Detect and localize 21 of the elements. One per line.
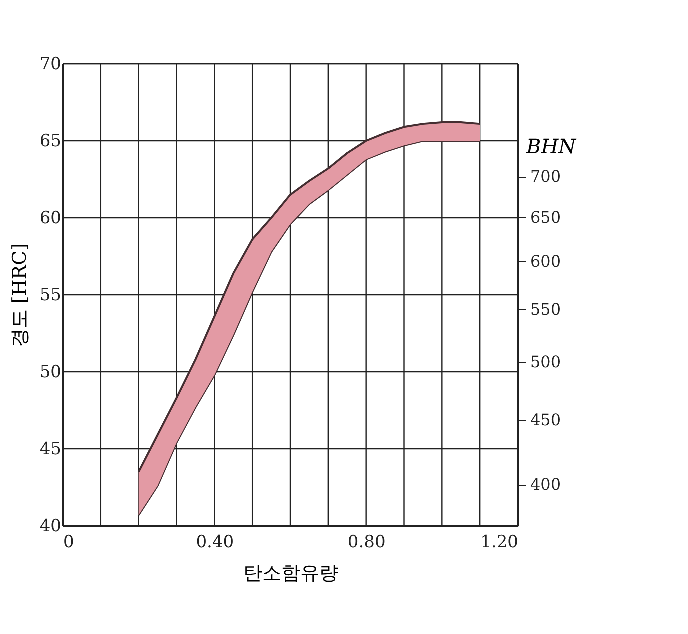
y2-tick-label: 700 [530, 167, 562, 186]
y-axis-title: 경도 [HRC] [8, 243, 31, 348]
y-tick-label: 45 [40, 440, 62, 460]
y2-axis-title: BHN [526, 134, 578, 159]
y-tick-label: 65 [40, 132, 62, 152]
x-tick-label: 1.20 [480, 532, 518, 552]
y2-tick-label: 500 [530, 352, 562, 372]
x-tick-label: 0 [64, 532, 74, 552]
y-tick-label: 40 [40, 516, 62, 536]
x-axis-title: 탄소함유량 [244, 562, 338, 584]
y2-tick-label: 650 [530, 208, 562, 227]
y-tick-label: 60 [40, 208, 62, 228]
x-tick-label: 0.40 [196, 532, 234, 552]
y-tick-label: 50 [40, 362, 62, 382]
y2-tick-label: 400 [530, 475, 562, 494]
y-tick-label: 55 [40, 286, 62, 306]
y2-tick-label: 550 [530, 300, 562, 319]
y-tick-label: 70 [40, 54, 62, 74]
y2-tick-label: 450 [530, 410, 562, 430]
y2-tick-label: 600 [530, 252, 562, 271]
x-tick-label: 0.80 [348, 532, 386, 552]
